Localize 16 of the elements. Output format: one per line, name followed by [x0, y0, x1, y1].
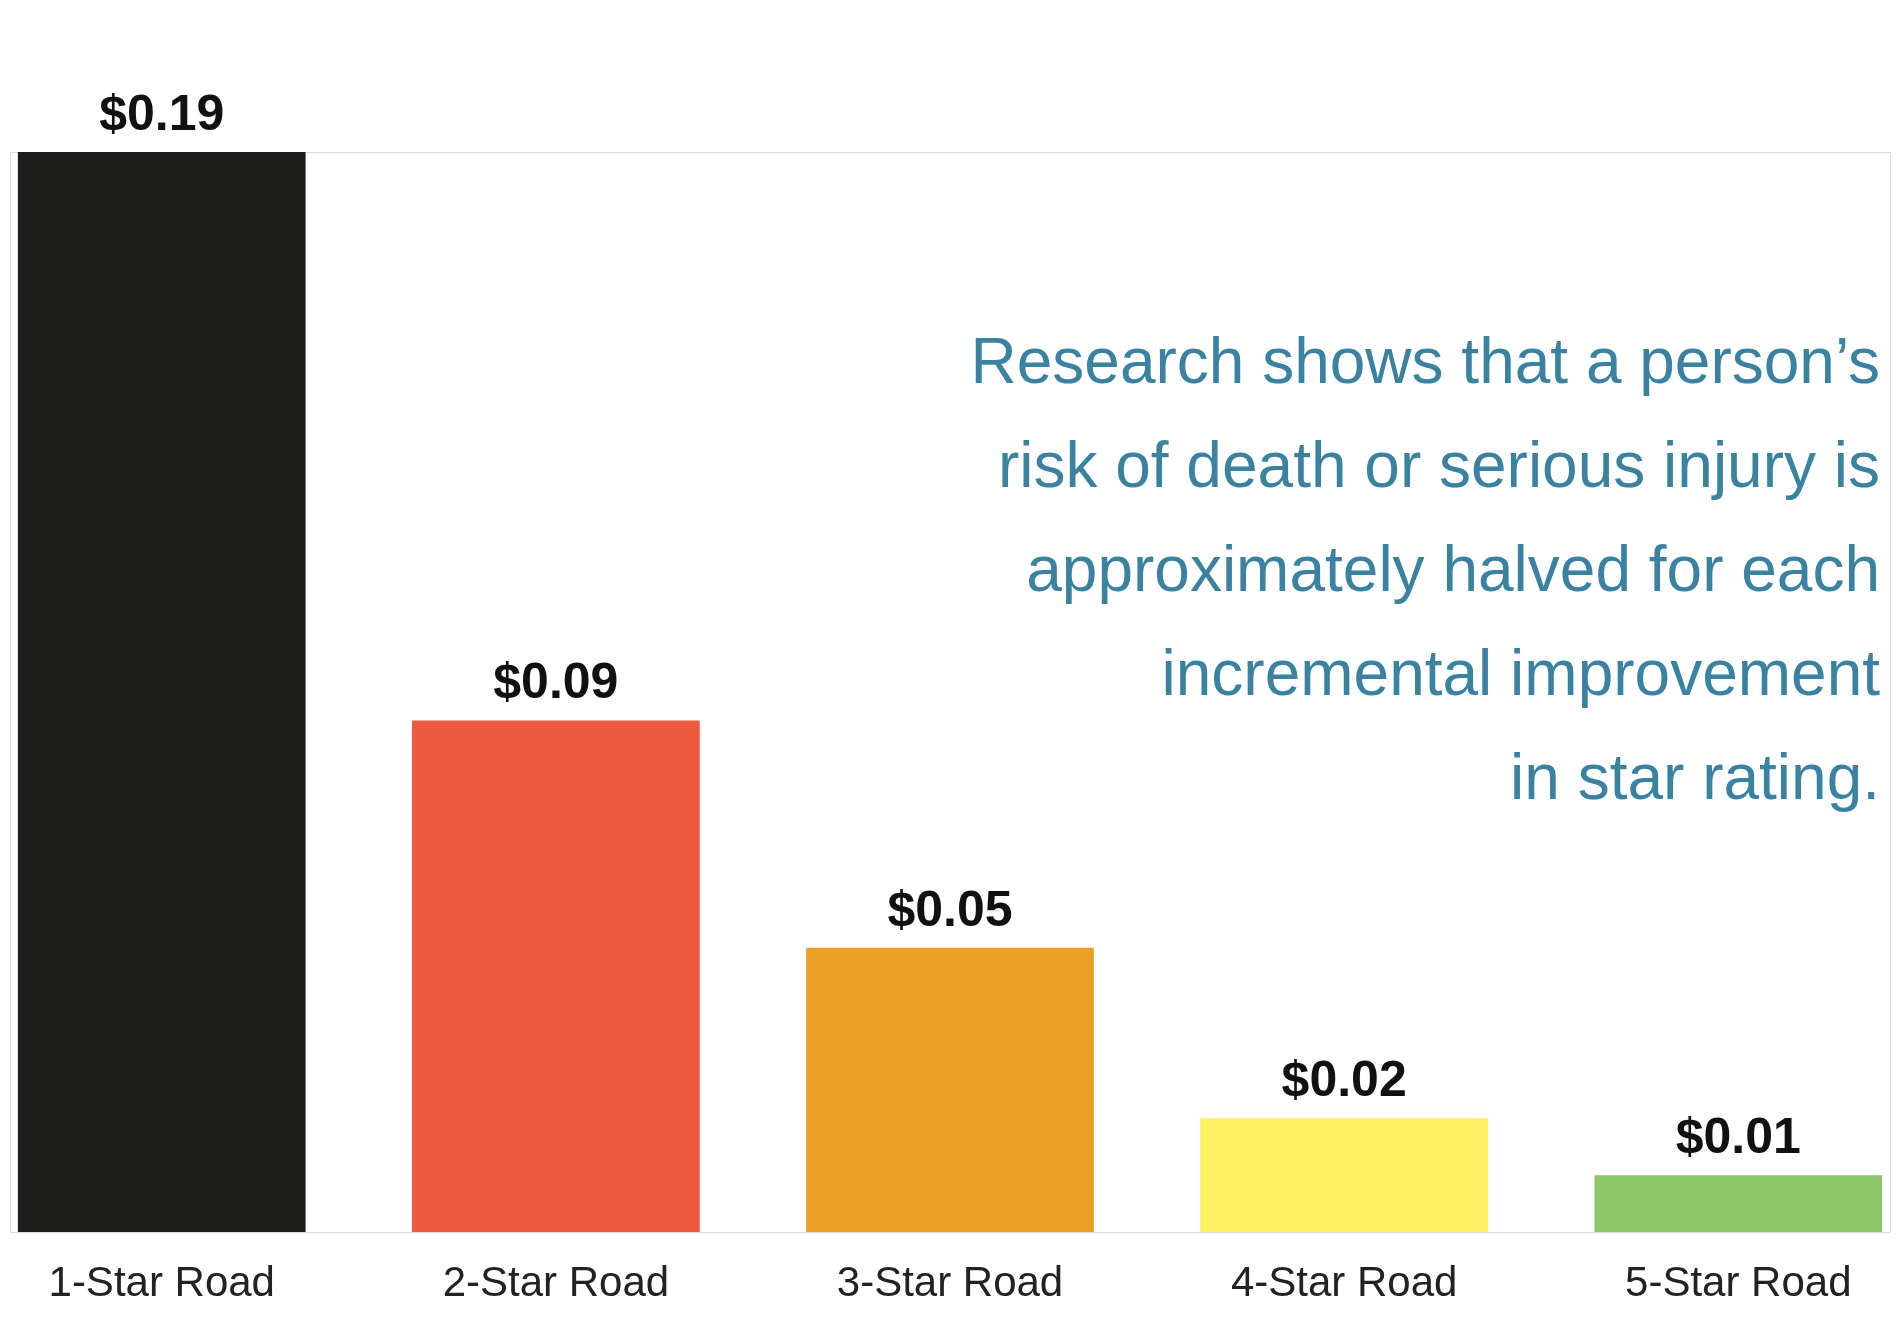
bar — [17, 152, 306, 1232]
annotation: Research shows that a person’s risk of death or serious injury is approximately halved for each incremental improvement in star rating. — [970, 325, 1881, 813]
data-label: $0.02 — [1281, 1051, 1407, 1108]
x-tick-label: 4-Star Road — [1230, 1257, 1458, 1305]
data-label: $0.05 — [887, 880, 1013, 937]
bar — [1594, 1175, 1883, 1232]
data-label: $0.19 — [99, 85, 225, 141]
bar — [806, 947, 1094, 1232]
x-tick-label: 3-Star Road — [836, 1257, 1064, 1305]
data-label: $0.09 — [493, 653, 619, 710]
x-tick-label: 2-Star Road — [442, 1257, 670, 1305]
data-label: $0.01 — [1675, 1108, 1801, 1165]
bar — [412, 720, 700, 1232]
bar — [1200, 1118, 1488, 1232]
x-tick-label: 1-Star Road — [48, 1257, 275, 1305]
x-tick-label: 5-Star Road — [1625, 1257, 1852, 1305]
